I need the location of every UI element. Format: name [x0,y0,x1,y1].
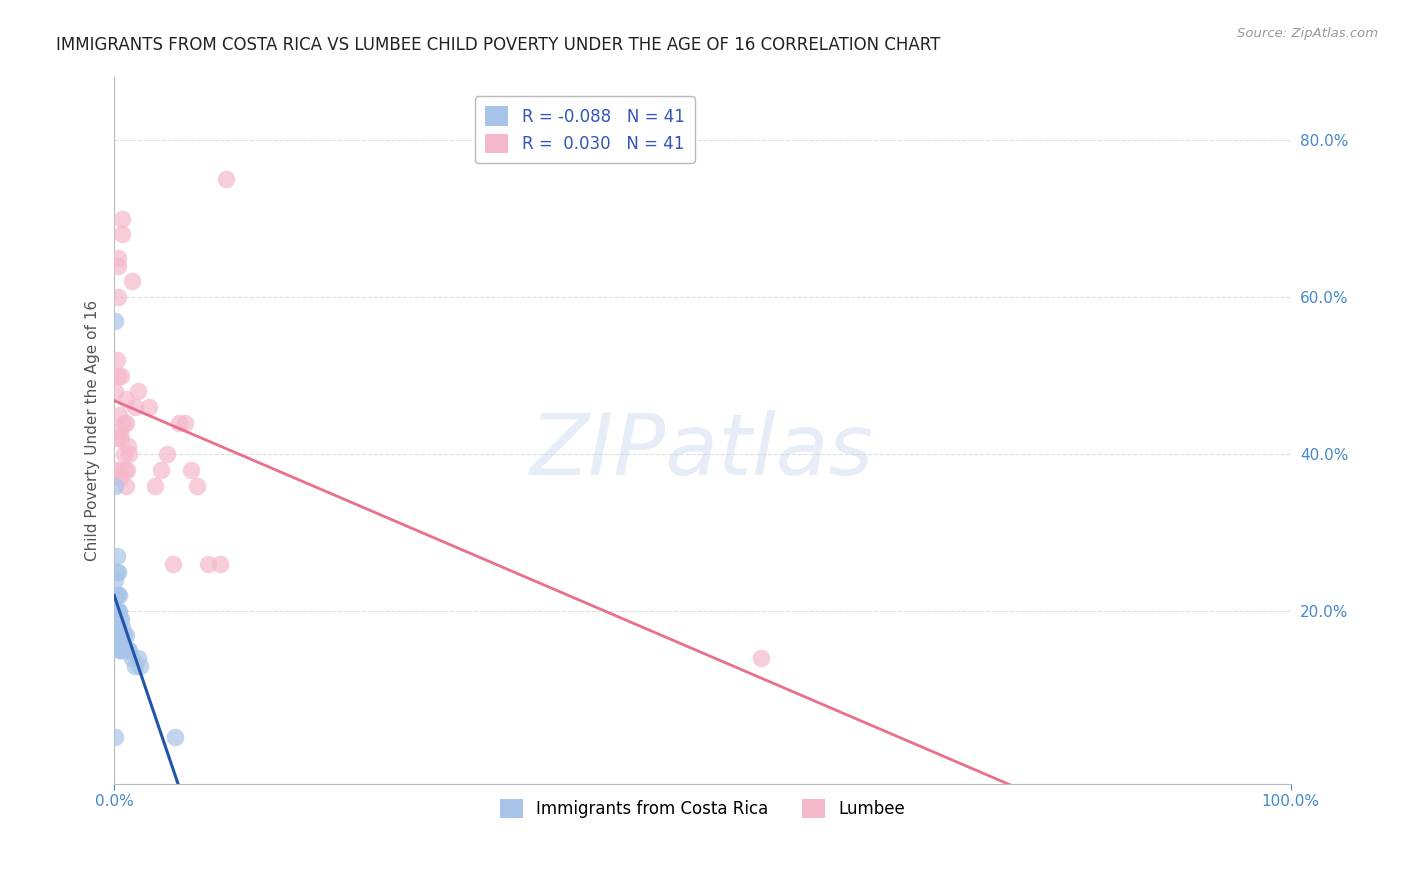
Point [105,353,128,368]
Point [129,659,152,673]
Text: IMMIGRANTS FROM COSTA RICA VS LUMBEE CHILD POVERTY UNDER THE AGE OF 16 CORRELATI: IMMIGRANTS FROM COSTA RICA VS LUMBEE CHI… [56,36,941,54]
Point [110,432,132,446]
Point [107,290,129,304]
Point [107,251,129,265]
Point [107,635,129,649]
Point [749,651,772,665]
Point [107,259,129,273]
Point [127,384,149,399]
Point [115,478,138,492]
Point [145,478,167,492]
Point [105,588,128,602]
Point [108,612,131,626]
Text: Source: ZipAtlas.com: Source: ZipAtlas.com [1237,27,1378,40]
Point [108,463,131,477]
Point [111,211,134,226]
Point [108,588,131,602]
Point [115,643,138,657]
Point [104,463,127,477]
Point [150,463,173,477]
Point [117,643,139,657]
Point [107,565,129,579]
Point [118,643,141,657]
Point [111,620,134,634]
Point [108,627,131,641]
Point [112,627,135,641]
Point [105,549,128,563]
Point [173,416,195,430]
Point [186,478,208,492]
Point [108,424,131,438]
Point [115,627,138,641]
Point [114,463,136,477]
Point [115,643,138,657]
Point [105,604,128,618]
Point [104,604,127,618]
Point [108,643,131,657]
Point [108,604,131,618]
Point [121,651,143,665]
Point [180,463,202,477]
Point [127,651,149,665]
Point [107,588,129,602]
Point [108,627,131,641]
Point [107,620,129,634]
Point [107,604,129,618]
Point [197,557,219,571]
Point [104,384,127,399]
Point [104,588,127,602]
Point [112,447,135,461]
Point [115,416,138,430]
Point [108,408,131,422]
Point [167,416,190,430]
Point [105,432,128,446]
Point [117,439,139,453]
Legend: Immigrants from Costa Rica, Lumbee: Immigrants from Costa Rica, Lumbee [494,792,912,825]
Y-axis label: Child Poverty Under the Age of 16: Child Poverty Under the Age of 16 [86,300,100,561]
Point [104,314,127,328]
Point [110,612,132,626]
Point [112,416,135,430]
Point [110,627,132,641]
Point [110,368,132,383]
Point [162,557,184,571]
Point [108,471,131,485]
Point [165,730,187,744]
Point [124,400,146,414]
Point [105,565,128,579]
Point [104,478,127,492]
Point [124,659,146,673]
Point [209,557,232,571]
Point [111,635,134,649]
Point [104,730,127,744]
Point [114,643,136,657]
Point [118,447,141,461]
Point [115,463,138,477]
Point [108,643,131,657]
Point [115,392,138,407]
Point [112,643,135,657]
Point [156,447,179,461]
Point [215,172,238,186]
Text: ZIPatlas: ZIPatlas [530,410,875,493]
Point [121,275,143,289]
Point [111,227,134,242]
Point [107,368,129,383]
Point [104,573,127,587]
Point [138,400,160,414]
Point [110,643,132,657]
Point [105,620,128,634]
